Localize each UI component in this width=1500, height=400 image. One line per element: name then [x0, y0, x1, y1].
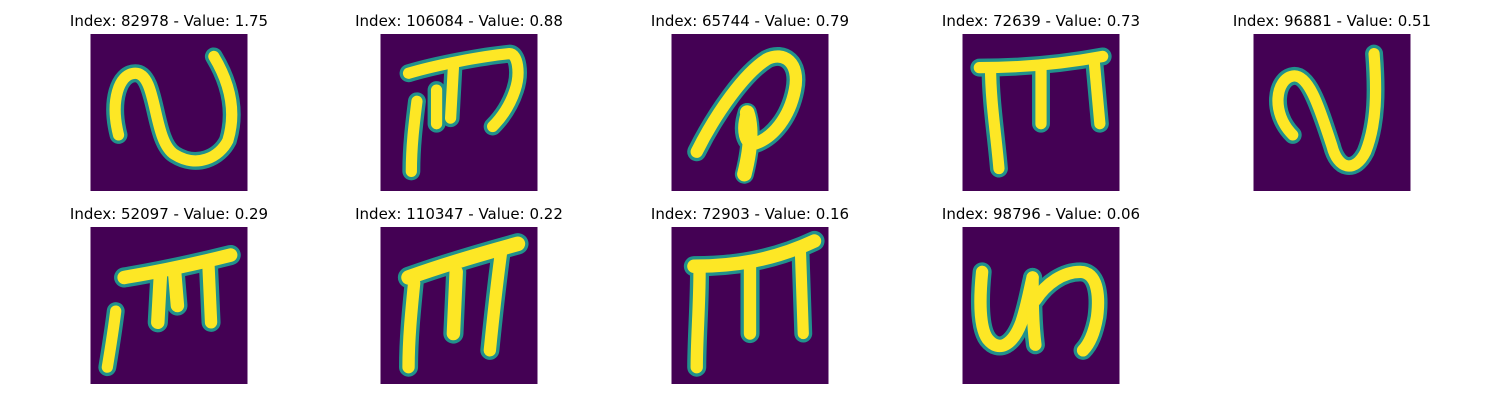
panel-title: Index: 72639 - Value: 0.73 [941, 12, 1141, 30]
panel-title: Index: 98796 - Value: 0.06 [941, 205, 1141, 223]
panel-title: Index: 106084 - Value: 0.88 [355, 12, 563, 30]
panel-title: Index: 72903 - Value: 0.16 [650, 205, 850, 223]
panel-title: Index: 65744 - Value: 0.79 [650, 12, 850, 30]
handwritten-un-icon [962, 227, 1120, 384]
handwritten-p-loop-icon [671, 34, 829, 191]
panel-title: Index: 96881 - Value: 0.51 [1232, 12, 1432, 30]
panel-title: Index: 52097 - Value: 0.29 [69, 205, 269, 223]
cursive-n-icon [90, 34, 248, 191]
cursive-n-icon [1253, 34, 1411, 191]
handwritten-pi-like-icon [380, 34, 538, 191]
handwritten-m-frame-icon [962, 34, 1120, 191]
handwritten-m-frame-icon [671, 227, 829, 384]
panel-title: Index: 110347 - Value: 0.22 [355, 205, 563, 223]
handwritten-pi-like-icon [90, 227, 248, 384]
panel-title: Index: 82978 - Value: 1.75 [69, 12, 269, 30]
handwritten-m-frame-icon [380, 227, 538, 384]
